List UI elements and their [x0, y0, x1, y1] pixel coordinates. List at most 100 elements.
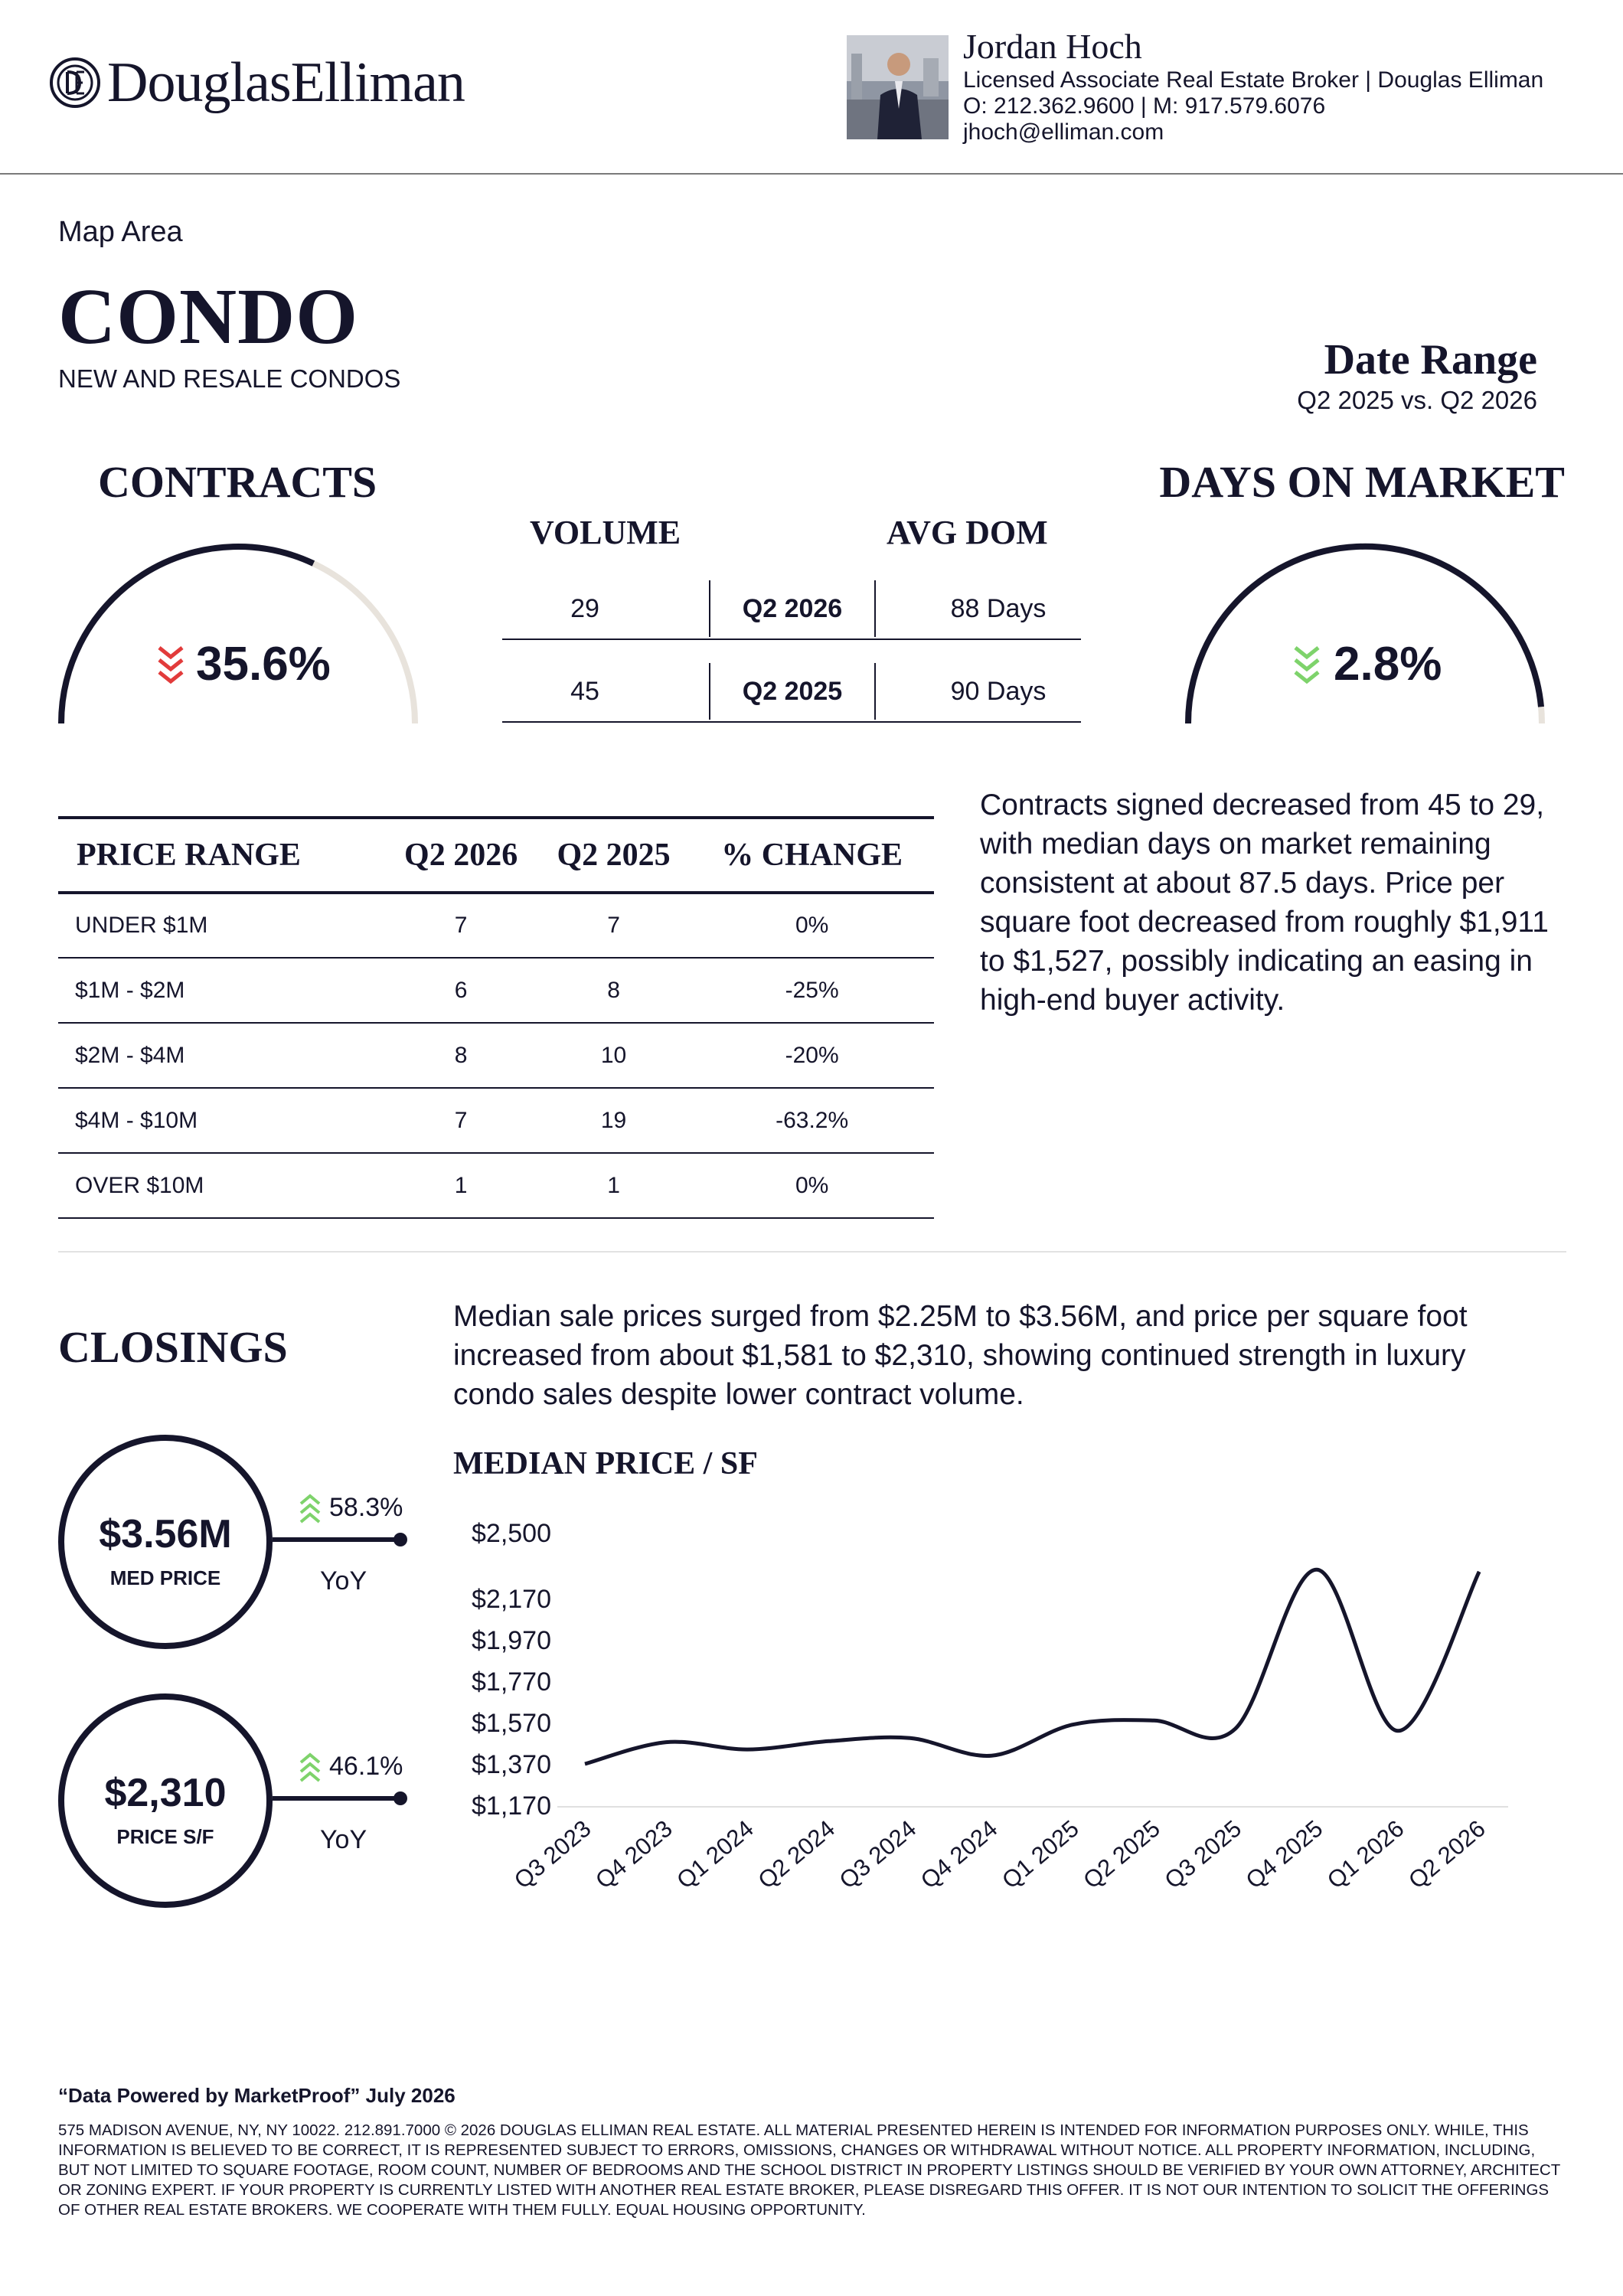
x-tick-label: Q1 2025 [997, 1815, 1084, 1894]
decrease-arrows-icon [1294, 646, 1320, 684]
y-tick-label: $2,170 [472, 1585, 551, 1614]
price-range-table: PRICE RANGE Q2 2026 Q2 2025 % CHANGE UND… [58, 816, 934, 1219]
x-tick-label: Q2 2025 [1078, 1815, 1165, 1894]
days-on-market-gauge [1185, 543, 1545, 724]
x-tick-label: Q3 2023 [509, 1815, 596, 1894]
closings-description: Median sale prices surged from $2.25M to… [453, 1300, 1468, 1411]
column-header: Q2 2025 [537, 816, 691, 894]
price-per-sf-value: $2,310 [104, 1771, 227, 1815]
connector-dot [394, 1791, 407, 1805]
area-label: Map Area [58, 216, 183, 248]
x-tick-label: Q3 2025 [1159, 1815, 1246, 1894]
increase-arrows-icon [299, 1752, 321, 1782]
table-row: $1M - $2M 6 8 -25% [58, 958, 934, 1024]
table-row: OVER $10M 1 1 0% [58, 1153, 934, 1219]
y-tick-label: $1,970 [472, 1626, 551, 1655]
table-cell: -25% [690, 958, 934, 1024]
median-price-period: YoY [320, 1566, 367, 1595]
table-header-row: PRICE RANGE Q2 2026 Q2 2025 % CHANGE [58, 816, 934, 894]
table-cell: UNDER $1M [58, 893, 385, 959]
volume-q2-2026: 29 [570, 594, 599, 623]
table-cell: 19 [537, 1088, 691, 1154]
table-row-rule [502, 721, 1081, 723]
price-per-sf-line [584, 1567, 1481, 1766]
table-cell: 10 [537, 1023, 691, 1089]
period-q2-2026: Q2 2026 [742, 594, 843, 623]
x-tick-label: Q4 2023 [590, 1815, 678, 1894]
connector-line [273, 1796, 400, 1801]
contracts-title: CONTRACTS [98, 457, 377, 507]
chart-title: MEDIAN PRICE / SF [453, 1446, 758, 1481]
contracts-gauge-fill [58, 543, 315, 724]
legal-disclaimer: 575 Madison Avenue, NY, NY 10022. 212.89… [58, 2121, 1560, 2219]
table-cell: 1 [384, 1153, 537, 1219]
table-cell: 0% [690, 893, 934, 959]
x-tick-label: Q2 2026 [1403, 1815, 1491, 1894]
y-tick-label: $1,170 [472, 1791, 551, 1821]
x-tick-label: Q3 2024 [834, 1815, 922, 1894]
days-on-market-change: 2.8% [1334, 638, 1442, 691]
y-tick-label: $1,770 [472, 1667, 551, 1697]
table-cell: 0% [690, 1153, 934, 1219]
table-row: UNDER $1M 7 7 0% [58, 893, 934, 959]
table-divider [874, 663, 876, 720]
price-per-sf-change: 46.1% [329, 1752, 403, 1781]
data-source-credit: “Data Powered by MarketProof” July 2026 [58, 2084, 456, 2107]
median-price-value: $3.56M [99, 1512, 232, 1556]
table-cell: 7 [384, 1088, 537, 1154]
table-row: $4M - $10M 7 19 -63.2% [58, 1088, 934, 1154]
period-q2-2025: Q2 2025 [742, 677, 843, 706]
agent-name: Jordan Hoch [963, 27, 1142, 66]
table-cell: $1M - $2M [58, 958, 385, 1024]
x-tick-label: Q2 2024 [753, 1815, 840, 1894]
brand-logo-text: DouglasElliman [107, 51, 465, 114]
y-tick-label: $1,370 [472, 1750, 551, 1779]
days-on-market-title: DAYS ON MARKET [1159, 457, 1565, 507]
table-cell: 6 [384, 958, 537, 1024]
table-divider [874, 580, 876, 637]
connector-dot [394, 1533, 407, 1546]
x-tick-label: Q1 2026 [1322, 1815, 1409, 1894]
column-header: PRICE RANGE [58, 816, 385, 894]
contracts-description: Contracts signed decreased from 45 to 29… [980, 789, 1549, 1017]
property-subtitle: NEW AND RESALE CONDOS [58, 364, 401, 393]
dom-q2-2025: 90 Days [950, 677, 1047, 706]
douglas-elliman-logo-icon [50, 57, 100, 108]
contracts-change: 35.6% [196, 638, 331, 691]
agent-phone: O: 212.362.9600 | M: 917.579.6076 [963, 93, 1326, 119]
agent-title: Licensed Associate Real Estate Broker | … [963, 67, 1544, 93]
days-on-market-gauge-fill [1185, 543, 1544, 724]
contracts-gauge [58, 543, 418, 724]
increase-arrows-icon [299, 1494, 321, 1524]
table-row-rule [502, 639, 1081, 640]
table-cell: -20% [690, 1023, 934, 1089]
dom-q2-2026: 88 Days [950, 594, 1047, 623]
table-divider [709, 663, 710, 720]
volume-q2-2025: 45 [570, 677, 599, 706]
median-price-badge: $3.56M MED PRICE [58, 1435, 273, 1649]
volume-header: VOLUME [530, 514, 681, 551]
price-per-sf-label: PRICE S/F [116, 1825, 214, 1848]
header-divider [0, 173, 1623, 175]
x-tick-label: Q4 2025 [1241, 1815, 1328, 1894]
table-row: $2M - $4M 8 10 -20% [58, 1023, 934, 1089]
table-cell: 8 [384, 1023, 537, 1089]
avg-dom-header: AVG DOM [887, 514, 1048, 551]
agent-email[interactable]: jhoch@elliman.com [963, 119, 1164, 145]
median-price-sf-chart: $2,500 $2,170 $1,970 $1,770 $1,570 $1,370 $1,1… [472, 1519, 1508, 1894]
section-divider [58, 1251, 1566, 1253]
y-tick-label: $2,500 [472, 1519, 551, 1548]
price-per-sf-badge: $2,310 PRICE S/F [58, 1693, 273, 1908]
table-cell: 1 [537, 1153, 691, 1219]
date-range-title: Date Range [1324, 336, 1537, 384]
x-tick-label: Q4 2024 [916, 1815, 1003, 1894]
table-cell: -63.2% [690, 1088, 934, 1154]
table-cell: 7 [537, 893, 691, 959]
closings-title: CLOSINGS [58, 1322, 288, 1372]
property-type-title: CONDO [58, 273, 359, 361]
decrease-arrows-icon [158, 646, 184, 684]
table-cell: 7 [384, 893, 537, 959]
column-header: Q2 2026 [384, 816, 537, 894]
x-tick-label: Q1 2024 [671, 1815, 759, 1894]
table-divider [709, 580, 710, 637]
